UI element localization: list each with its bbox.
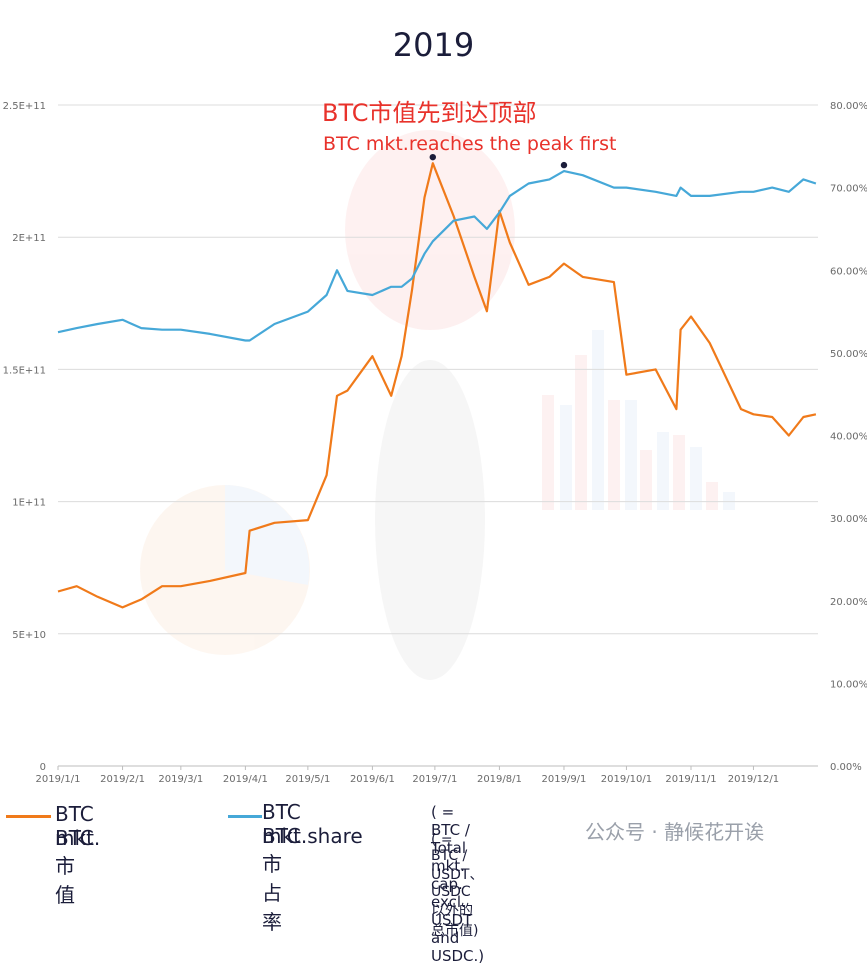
bg-bar bbox=[542, 395, 554, 510]
bg-bee-head bbox=[345, 130, 515, 330]
bg-bar bbox=[706, 482, 718, 510]
bg-pie-shape bbox=[140, 485, 310, 655]
x-tick-label: 2019/4/1 bbox=[223, 774, 268, 785]
x-tick-label: 2019/2/1 bbox=[100, 774, 145, 785]
legend-blue-line bbox=[228, 815, 262, 818]
x-tick-label: 2019/3/1 bbox=[158, 774, 203, 785]
y-left-tick-label: 5E+10 bbox=[12, 630, 46, 641]
annotation-cn: BTC市值先到达顶部 bbox=[322, 99, 536, 127]
legend-share-cn: BTC市占率 bbox=[262, 824, 301, 934]
peak-annotation: BTC市值先到达顶部 BTC mkt.reaches the peak firs… bbox=[322, 99, 616, 155]
x-tick-label: 2019/9/1 bbox=[542, 774, 587, 785]
chart-area: 0 5E+10 1E+11 1.5E+11 2E+11 2.5E+11 0.00% 10.0… bbox=[3, 99, 867, 785]
watermark: 公众号 · 静候花开诶 bbox=[585, 820, 765, 844]
legend-btc-mkt-en: BTC mkt. bbox=[55, 802, 101, 850]
btc-mkt-line bbox=[57, 162, 817, 609]
bg-pie-slice bbox=[225, 485, 310, 585]
bg-bar bbox=[640, 450, 652, 510]
y-left-tick-label: 1E+11 bbox=[12, 498, 46, 509]
bg-bar bbox=[625, 400, 637, 510]
legend-share-en: BTC mkt.share bbox=[262, 800, 363, 848]
bg-bar bbox=[657, 432, 669, 510]
legend-btc-mkt-cn: BTC市值 bbox=[55, 826, 94, 907]
x-tick-label: 2019/10/1 bbox=[601, 774, 652, 785]
bg-bar bbox=[592, 330, 604, 510]
btc-share-peak-marker bbox=[560, 161, 568, 169]
y-left-tick-label: 1.5E+11 bbox=[3, 365, 46, 376]
btc-mkt-peak-marker bbox=[429, 153, 436, 161]
x-tick-label: 2019/11/1 bbox=[665, 774, 716, 785]
y-right-tick-label: 30.00% bbox=[830, 514, 867, 525]
y-left-tick-label: 2E+11 bbox=[12, 233, 46, 244]
y-right-tick-label: 20.00% bbox=[830, 597, 867, 608]
x-tick-label: 2019/5/1 bbox=[285, 774, 330, 785]
bg-bar bbox=[723, 492, 735, 510]
bg-bar bbox=[673, 435, 685, 510]
y-right-tick-label: 70.00% bbox=[830, 184, 867, 195]
y-right-tick-label: 10.00% bbox=[830, 679, 867, 690]
bg-bar bbox=[560, 405, 572, 510]
y-left-tick-label: 0 bbox=[40, 762, 46, 773]
y-right-tick-label: 80.00% bbox=[830, 101, 867, 112]
y-right-tick-label: 0.00% bbox=[830, 762, 862, 773]
x-tick-label: 2019/8/1 bbox=[477, 774, 522, 785]
chart-title: 2019 bbox=[392, 26, 475, 64]
x-tick-label: 2019/7/1 bbox=[412, 774, 457, 785]
bg-bar bbox=[608, 400, 620, 510]
bg-bee-body bbox=[375, 360, 485, 680]
btc-share-line bbox=[57, 170, 817, 342]
y-right-tick-label: 60.00% bbox=[830, 266, 867, 277]
legend-orange-line bbox=[6, 815, 51, 818]
bg-bar bbox=[690, 447, 702, 510]
background-decoration bbox=[140, 130, 735, 680]
legend-share-note-cn: ( = BTC / USDT、USDC以外的总市值) bbox=[431, 832, 484, 939]
y-right-axis: 0.00% 10.00% 20.00% 30.00% 40.00% 50.00% 60.00… bbox=[830, 101, 867, 773]
y-right-tick-label: 40.00% bbox=[830, 432, 867, 443]
y-right-tick-label: 50.00% bbox=[830, 349, 867, 360]
annotation-en: BTC mkt.reaches the peak first bbox=[323, 133, 616, 155]
x-tick-label: 2019/6/1 bbox=[350, 774, 395, 785]
x-tick-label: 2019/12/1 bbox=[728, 774, 779, 785]
series-lines bbox=[57, 153, 817, 609]
y-left-tick-label: 2.5E+11 bbox=[3, 101, 46, 112]
bg-bar bbox=[575, 355, 587, 510]
x-axis: 2019/1/1 2019/2/1 2019/3/1 2019/4/1 2019/5/1… bbox=[36, 765, 818, 785]
x-tick-label: 2019/1/1 bbox=[36, 774, 81, 785]
y-left-axis: 0 5E+10 1E+11 1.5E+11 2E+11 2.5E+11 bbox=[3, 101, 46, 773]
